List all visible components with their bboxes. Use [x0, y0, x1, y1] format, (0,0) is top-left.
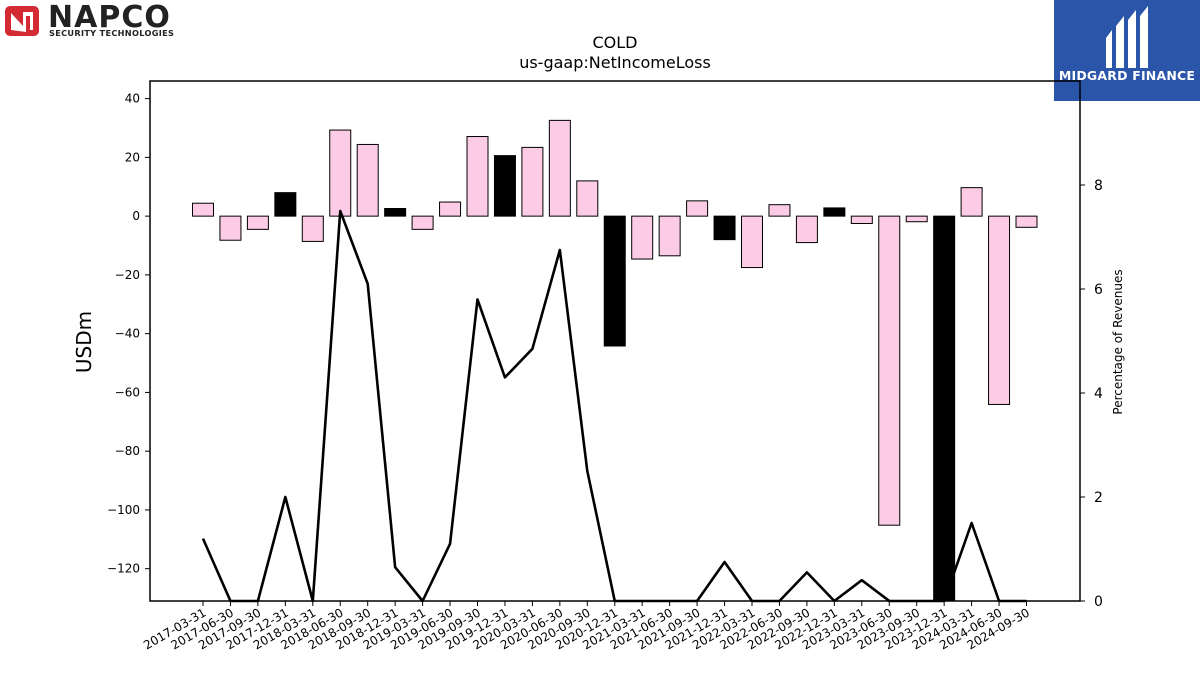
midgard-finance-logo: MIDGARD FINANCE	[1054, 0, 1200, 101]
chart-title: COLD	[593, 33, 638, 52]
y-tick-label: 0	[132, 209, 140, 223]
y-tick-label: −100	[107, 503, 140, 517]
y-tick-label: −120	[107, 562, 140, 576]
bar	[192, 202, 214, 217]
bar	[219, 215, 242, 241]
bar	[933, 215, 956, 602]
bar	[658, 215, 681, 257]
y-right-tick-label: 6	[1094, 282, 1103, 298]
y-axis-right-label: Percentage of Revenues	[1111, 269, 1125, 414]
y-right-tick-label: 8	[1094, 178, 1103, 194]
y-tick-label: 40	[125, 92, 140, 106]
bar	[329, 129, 352, 217]
bar	[686, 200, 709, 217]
y-right-tick-label: 2	[1094, 490, 1103, 506]
napco-logo-mark	[5, 6, 39, 36]
y-tick-label: 20	[125, 150, 140, 164]
midgard-logo-mark	[1106, 6, 1148, 68]
bar	[548, 119, 571, 217]
bar	[246, 215, 269, 230]
bar	[713, 215, 736, 241]
bar	[988, 215, 1011, 405]
bar	[823, 207, 846, 217]
bar	[411, 215, 434, 230]
y-tick-label: −80	[115, 444, 140, 458]
midgard-logo-name: MIDGARD FINANCE	[1058, 68, 1196, 83]
y-right-tick-label: 4	[1094, 386, 1103, 402]
bar	[439, 201, 462, 217]
y-axis-label: USDm	[72, 311, 96, 373]
bar	[274, 192, 297, 217]
bar	[576, 180, 599, 217]
napco-logo-name: NAPCO	[48, 0, 171, 35]
y-right-tick-label: 0	[1094, 594, 1103, 610]
bar	[795, 215, 818, 244]
bar	[768, 204, 791, 217]
chart-subtitle: us-gaap:NetIncomeLoss	[519, 53, 711, 72]
bar	[741, 215, 763, 269]
bar	[493, 155, 516, 217]
plot-area: 40200−20−40−60−80−100−120024682017-03-31…	[107, 80, 1103, 652]
bar	[631, 215, 654, 260]
bar	[850, 215, 873, 224]
bar	[301, 215, 324, 242]
y-tick-label: −20	[115, 268, 140, 282]
napco-logo-subtitle: SECURITY TECHNOLOGIES	[49, 28, 175, 38]
bar	[356, 143, 379, 217]
bar	[905, 215, 928, 223]
bar	[521, 146, 544, 217]
bar	[1015, 215, 1038, 228]
y-tick-label: −60	[115, 385, 140, 399]
napco-logo: NAPCO SECURITY TECHNOLOGIES	[4, 0, 214, 40]
bar	[466, 136, 489, 217]
bar	[603, 215, 626, 347]
bar	[878, 215, 901, 526]
bar	[384, 208, 407, 217]
y-tick-label: −40	[115, 327, 140, 341]
bar	[960, 187, 983, 217]
